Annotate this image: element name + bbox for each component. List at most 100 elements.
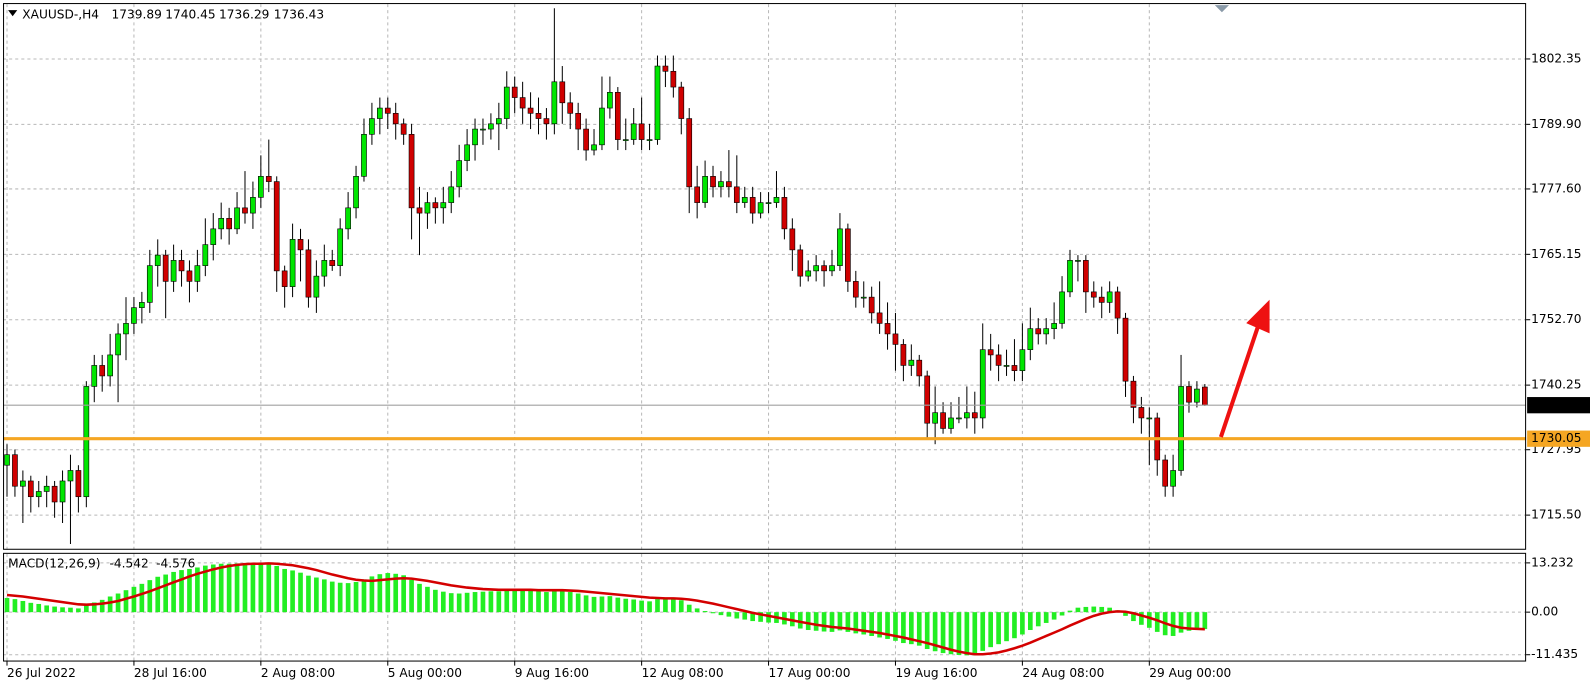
candle-body [265,176,272,182]
candle-body [1067,260,1073,293]
macd-bar [242,563,248,613]
macd-bar [393,573,399,613]
macd-bar [1099,606,1105,613]
candle-body [789,228,796,251]
x-tick-label: 19 Aug 16:00 [895,666,977,680]
macd-bar [1020,612,1025,635]
candle-body [1043,328,1050,335]
candle-body [813,265,819,272]
candle-body [115,333,121,356]
macd-bar [528,590,533,613]
macd-hist-value: -4.542 [110,556,149,570]
macd-bar [337,582,343,613]
macd-bar [314,577,319,613]
candle-body [757,202,764,214]
macd-bar [290,570,295,613]
macd-bar [655,599,660,613]
macd-bar [44,605,50,613]
macd-bar [464,592,470,613]
macd-bar [885,612,890,639]
candle-body [377,107,383,119]
candle-body [83,386,90,498]
macd-bar [1202,612,1208,630]
candle-body [131,307,137,324]
macd-bar [226,563,232,613]
last-price-box [1527,397,1590,414]
macd-bar [599,596,605,613]
macd-bar [76,608,81,613]
macd-bar [1059,612,1065,616]
menu-triangle[interactable] [8,10,18,17]
macd-bar [948,612,954,655]
candle-body [1122,317,1129,382]
macd-bar [1083,606,1089,613]
macd-bar [329,581,335,613]
candle-body [638,123,645,140]
grid-layer [3,4,1527,661]
macd-bar [115,593,121,613]
candle-body [186,270,193,282]
candle-body [495,118,502,125]
candle-body [924,375,931,424]
x-tick-label: 2 Aug 08:00 [261,666,335,680]
candle-body [654,65,661,140]
candle-body [400,123,407,135]
candle-body [27,480,34,498]
macd-bar [131,586,137,613]
candle-body [749,197,756,214]
macd-bar [1004,612,1009,642]
candle-body [726,181,732,188]
macd-bar [36,603,42,613]
macd-bar [932,612,938,652]
macd-bar [893,612,898,641]
y-tick-label: 13.232 [1531,555,1574,569]
macd-bar [321,579,327,613]
candle-body [1090,291,1097,298]
x-tick-label: 24 Aug 08:00 [1022,666,1104,680]
macd-bar [60,607,65,613]
candle-body [210,228,217,245]
candle-body [535,113,542,119]
header-high: 1740.45 [165,8,215,22]
macd-bar [916,612,922,646]
candle-body [781,197,788,230]
candle-body [607,91,613,109]
macd-bar [940,612,946,654]
y-tick-label: -11.435 [1531,647,1578,661]
macd-bar [710,612,716,614]
candle-body [876,312,883,324]
macd-bar [1194,612,1200,631]
macd-bar [306,575,311,613]
candle-body [234,207,240,230]
macd-bar [345,583,351,613]
candle-body [392,113,399,125]
candle-body [107,354,113,377]
candle-body [1098,296,1105,303]
candle-body [416,207,423,214]
y-tick-label: 0.00 [1531,605,1558,619]
macd-bar [107,596,113,613]
candle-body [154,254,161,266]
candle-body [305,249,312,298]
candle-body [139,302,145,308]
macd-bar [663,597,668,613]
candle-body [472,128,478,146]
candle-body [575,113,582,130]
macd-bar [282,568,287,613]
candle-body [852,281,859,298]
candle-body [202,244,209,266]
macd-bar [694,608,700,613]
shift-marker [1214,5,1230,13]
macd-bar [726,612,732,617]
candle-body [35,491,42,498]
candle-body [12,454,18,487]
macd-bar [258,563,264,613]
macd-bar [377,574,383,613]
candle-body [622,139,629,141]
macd-bar [123,590,129,613]
macd-bar [766,612,771,623]
macd-bar [417,583,422,613]
macd-bar [734,612,740,619]
candle-body [908,359,915,366]
